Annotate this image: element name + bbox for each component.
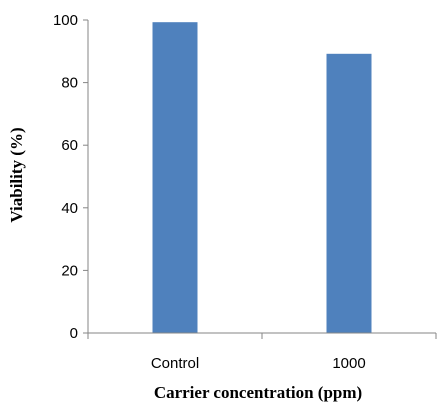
y-tick-label: 0 (70, 325, 78, 342)
y-tick-label: 20 (61, 262, 78, 279)
axes-group (87, 20, 436, 334)
x-tick-label: 1000 (332, 355, 365, 372)
y-axis-title: Viability (%) (7, 127, 26, 222)
y-tick-label: 80 (61, 75, 78, 92)
x-axis-title: Carrier concentration (ppm) (154, 383, 362, 402)
y-tick-label: 60 (61, 137, 78, 154)
bar-control (152, 22, 198, 333)
bars-group (152, 22, 372, 333)
y-tick-label: 40 (61, 200, 78, 217)
x-tick-label: Control (151, 355, 199, 372)
y-tick-label: 100 (53, 12, 78, 29)
ticks-group: 0 20 40 60 80 100 Control 1000 (53, 12, 437, 372)
bar-1000 (326, 53, 372, 333)
